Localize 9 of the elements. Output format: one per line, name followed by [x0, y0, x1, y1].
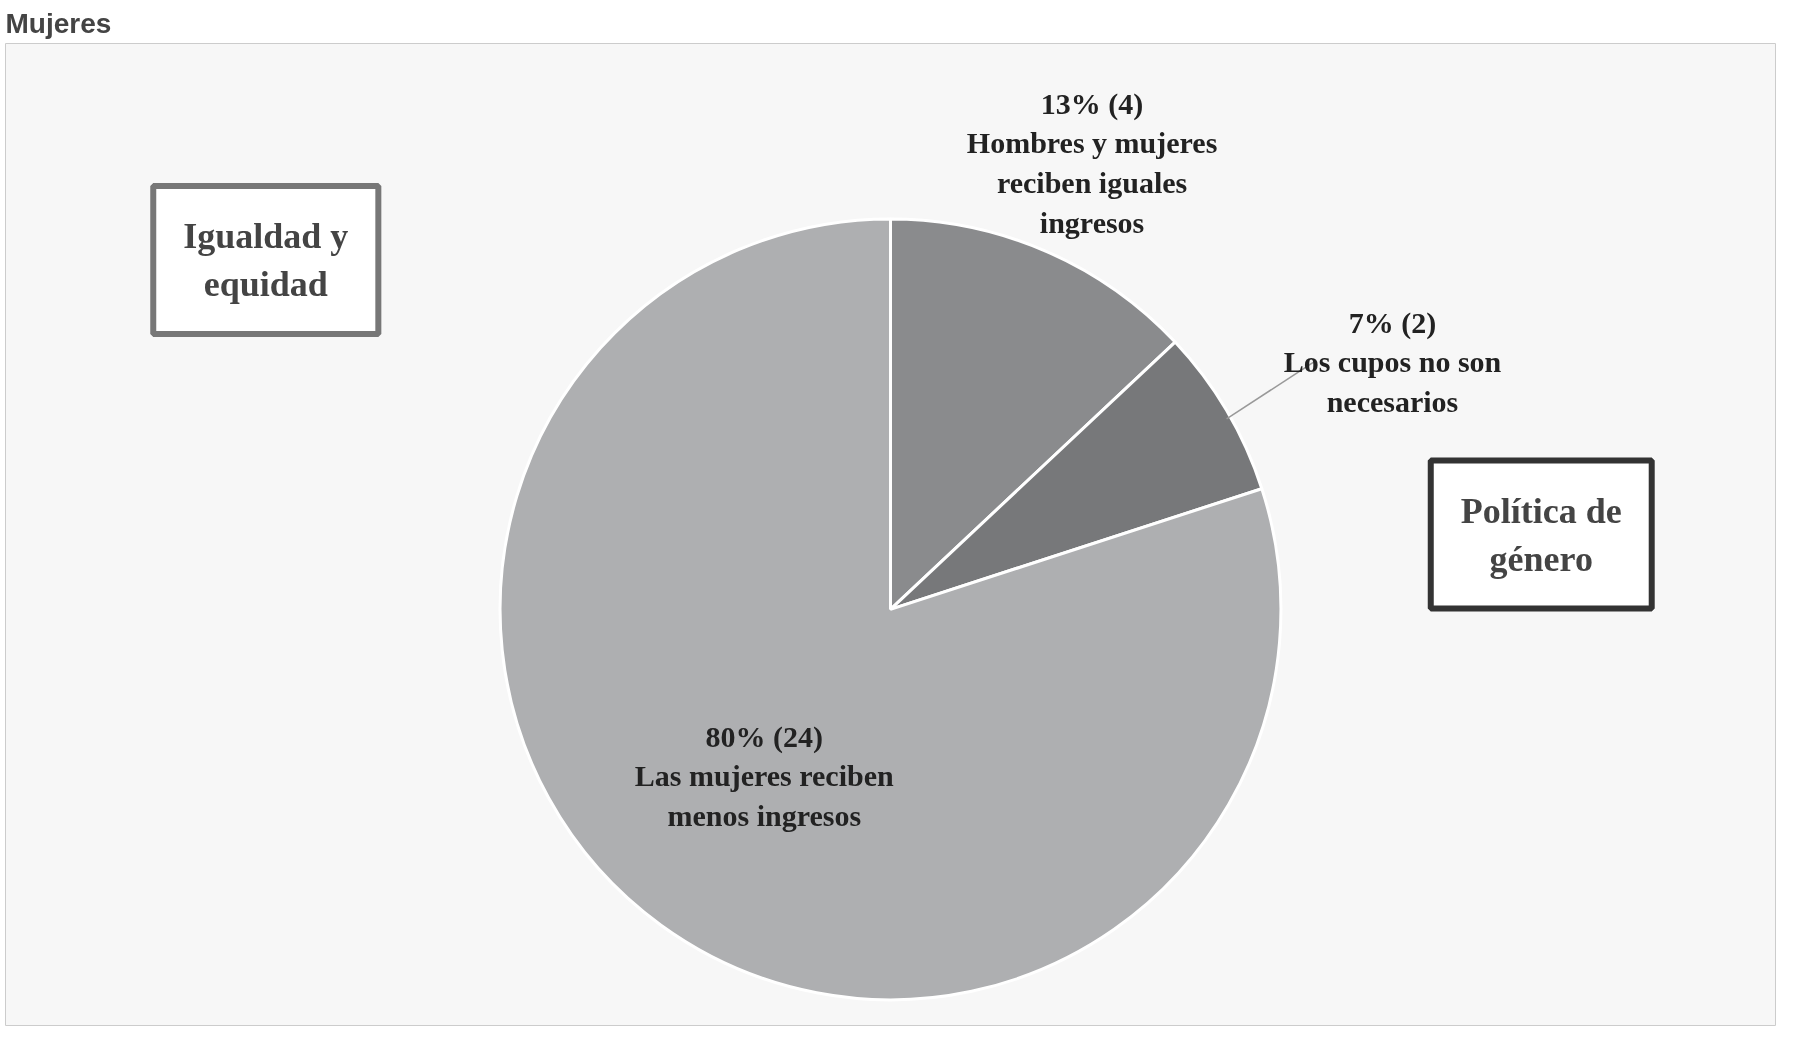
data-label: 80% (24)	[705, 719, 824, 754]
data-label: 13% (4)	[1040, 86, 1144, 121]
text: Política de género	[1460, 490, 1622, 579]
text: Igualdad y equidad	[183, 215, 349, 304]
text: Mujeres	[5, 7, 112, 39]
slice-label: Las mujeres reciben menos ingresos	[634, 759, 895, 833]
slice-label: Los cupos no son necesarios	[1283, 345, 1502, 418]
slice-label: Hombres y mujeres reciben iguales ingresos	[966, 126, 1218, 239]
data-label: 7% (2)	[1348, 305, 1437, 340]
